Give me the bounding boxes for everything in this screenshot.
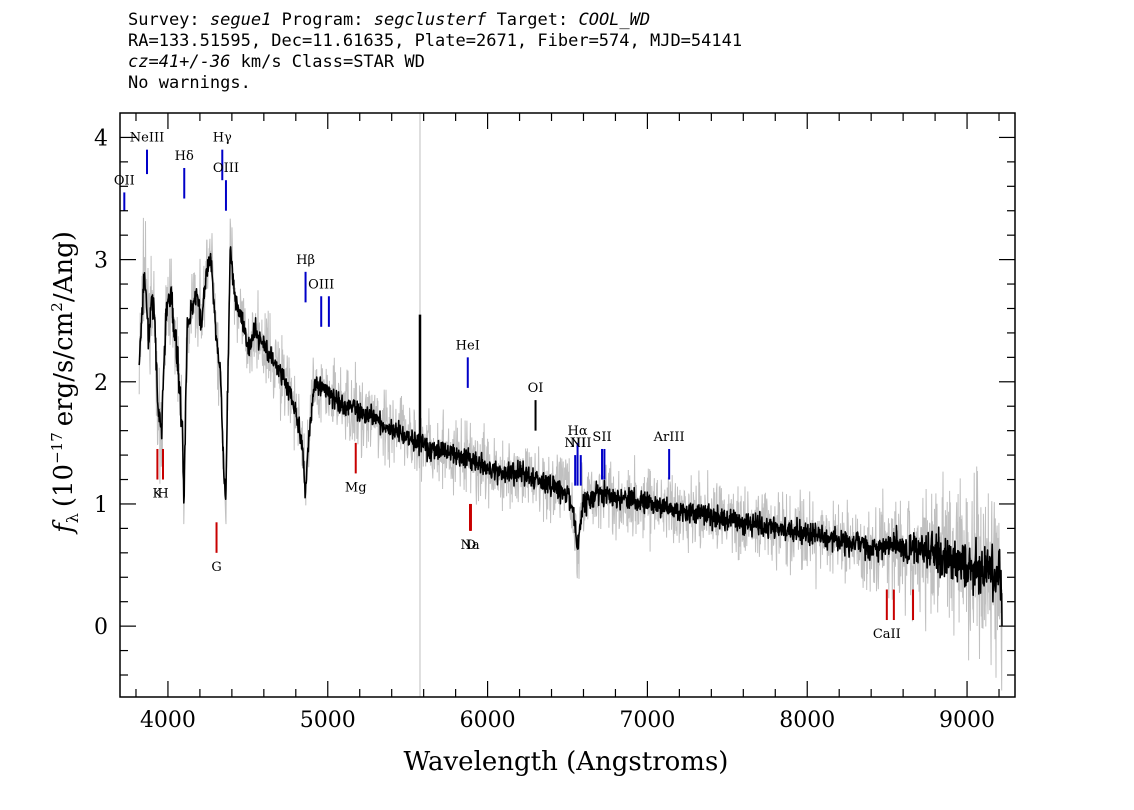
emission-line-label: Hβ: [296, 253, 315, 268]
target-value: COOL_WD: [578, 10, 651, 30]
target-label: Target:: [496, 10, 569, 30]
y-tick-label: 2: [94, 371, 108, 396]
emission-line-label: OIII: [213, 161, 239, 176]
emission-line-label: ArIII: [653, 430, 685, 445]
absorption-line-label: CaII: [873, 627, 901, 642]
header-line-survey: Survey: segue1 Program: segclusterf Targ…: [128, 10, 1088, 31]
y-tick-label: 4: [94, 126, 108, 151]
y-axis-title-square: 2: [48, 302, 66, 312]
program-label: Program:: [281, 10, 364, 30]
noise-trace: [138, 217, 1003, 691]
flux-uncertainty-band: [138, 113, 1003, 697]
redshift-value: cz=41+/-36: [128, 52, 231, 72]
y-tick-label: 0: [94, 615, 108, 640]
absorption-line-label: Mg: [345, 480, 367, 495]
x-tick-label: 4000: [140, 708, 196, 733]
emission-line-label: NII: [564, 436, 586, 451]
emission-line-label: SII: [592, 430, 611, 445]
class-value: km/s Class=STAR WD: [240, 52, 425, 72]
header-line-redshift: cz=41+/-36 km/s Class=STAR WD: [128, 52, 1088, 73]
y-axis-title-open: (10: [49, 464, 79, 507]
emission-line-label: Hα: [568, 424, 588, 439]
flux-line: [138, 246, 1003, 626]
emission-line-label: Hδ: [175, 149, 194, 164]
emission-line-label: NII: [570, 436, 592, 451]
y-axis-title-lambda: λ: [63, 513, 82, 523]
y-axis-title-exponent: −17: [48, 432, 66, 464]
emission-line-label: OIII: [308, 277, 334, 292]
x-tick-label: 6000: [460, 708, 516, 733]
survey-label: Survey:: [128, 10, 200, 30]
absorption-line-label: D: [466, 538, 476, 553]
survey-value: segue1: [209, 10, 272, 30]
emission-line-label: Hγ: [213, 131, 232, 146]
y-axis-title-close: /Ang): [49, 231, 79, 302]
x-axis-title: Wavelength (Angstroms): [404, 747, 729, 777]
emission-line-label: OII: [114, 173, 135, 188]
chart-axes: 4000 5000 6000 7000 8000 9000 0 1 2 3 4: [94, 112, 1016, 733]
emission-line-label: HeI: [456, 338, 480, 353]
absorption-line-label: Na: [460, 538, 479, 553]
flux-series: [138, 246, 1003, 626]
emission-line-label: OI: [528, 381, 544, 396]
absorption-line-label: G: [211, 560, 221, 575]
y-axis-title-units: erg/s/cm: [49, 312, 79, 427]
x-tick-label: 7000: [619, 708, 675, 733]
spectrum-header: Survey: segue1 Program: segclusterf Targ…: [128, 10, 1088, 94]
absorption-line-label: H: [157, 487, 168, 502]
program-value: segclusterf: [373, 10, 487, 30]
plot-frame: [119, 112, 1016, 698]
y-axis-title: fλ(10−17erg/s/cm2/Ang): [48, 231, 82, 535]
x-tick-label: 9000: [939, 708, 995, 733]
header-line-warnings: No warnings.: [128, 73, 251, 93]
y-tick-label: 1: [94, 493, 108, 518]
x-tick-label: 5000: [300, 708, 356, 733]
absorption-line-label: K: [153, 487, 163, 502]
y-tick-label: 3: [94, 249, 108, 274]
x-tick-label: 8000: [779, 708, 835, 733]
header-line-coordinates: RA=133.51595, Dec=11.61635, Plate=2671, …: [128, 31, 743, 51]
emission-line-label: NeIII: [130, 131, 164, 146]
